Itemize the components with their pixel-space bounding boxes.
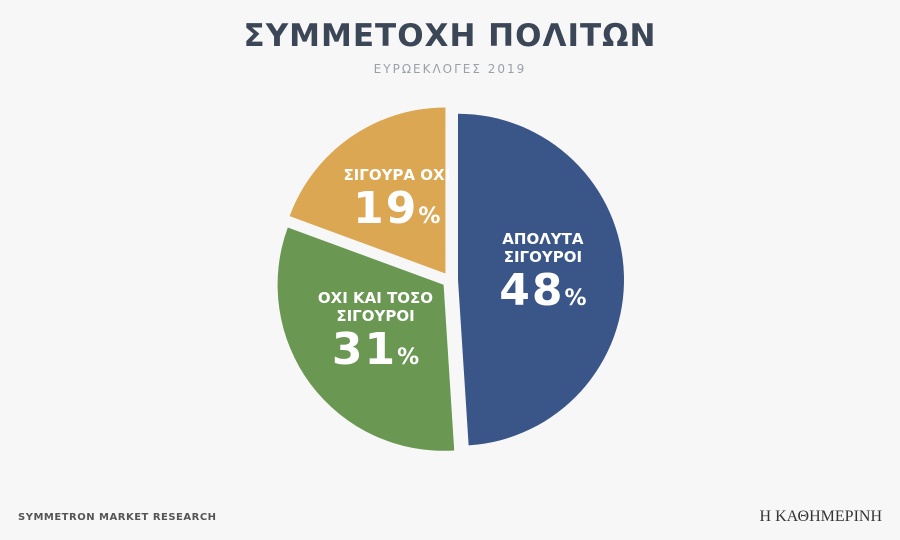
chart-title: ΣΥΜΜΕΤΟΧΗ ΠΟΛΙΤΩΝ bbox=[243, 18, 657, 54]
slice-name: ΟΧΙ ΚΑΙ ΤΟΣΟ ΣΙΓΟΥΡΟΙ bbox=[317, 288, 434, 325]
unit: % bbox=[397, 344, 420, 370]
pie-slice bbox=[277, 227, 455, 451]
pie-slice bbox=[289, 107, 446, 274]
slice-label: ΟΧΙ ΚΑΙ ΤΟΣΟ ΣΙΓΟΥΡΟΙ 31% bbox=[301, 289, 451, 383]
value-label: 19% bbox=[353, 182, 441, 234]
pie-slice bbox=[457, 113, 624, 446]
slice-name: ΣΙΓΟΥΡΑ ΟΧΙ bbox=[343, 165, 451, 184]
unit: % bbox=[418, 203, 441, 229]
slice-label: ΑΠΟΛΥΤΑ ΣΙΓΟΥΡΟΙ 48% bbox=[468, 230, 618, 324]
source: SYMMETRON MARKET RESEARCH bbox=[18, 512, 217, 523]
value-label: 31% bbox=[331, 323, 420, 375]
slice-label: ΣΙΓΟΥΡΑ ΟΧΙ 19% bbox=[322, 166, 472, 242]
brand: Η ΚΑΘΗΜΕΡΙΝΗ bbox=[759, 508, 882, 525]
slice-name: ΑΠΟΛΥΤΑ ΣΙΓΟΥΡΟΙ bbox=[502, 230, 584, 267]
value-label: 48% bbox=[499, 265, 587, 317]
unit: % bbox=[564, 286, 587, 312]
chart-subtitle: ΕΥΡΩΕΚΛΟΓΕΣ 2019 bbox=[373, 62, 527, 76]
